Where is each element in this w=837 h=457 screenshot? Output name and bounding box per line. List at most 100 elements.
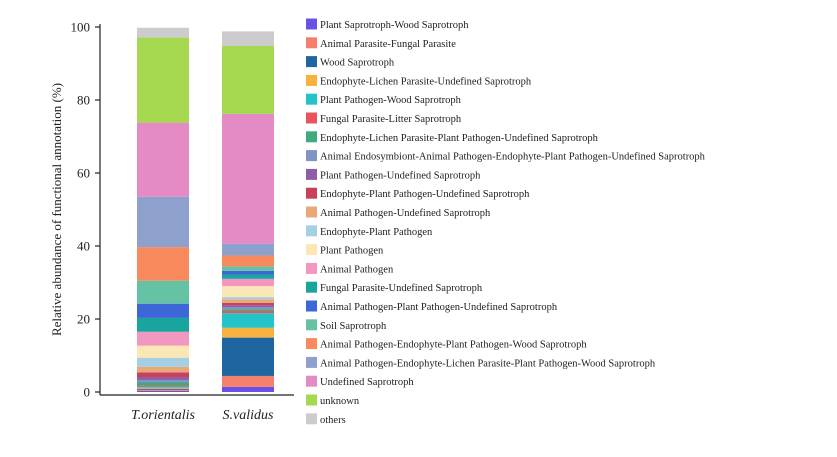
bar-segment [222, 299, 274, 303]
bar-segment [222, 302, 274, 306]
legend-label: Fungal Parasite-Litter Saprotroph [320, 114, 462, 125]
legend-swatch [306, 56, 317, 68]
bar-segment [137, 37, 189, 123]
legend-swatch [306, 168, 317, 180]
bar-segment [137, 331, 189, 346]
legend: Plant Saprotroph-Wood Saprotroph Animal P… [306, 18, 706, 426]
bar-segment [222, 31, 274, 46]
bar-segment [137, 377, 189, 380]
legend-swatch [306, 281, 317, 293]
bar-segment [222, 309, 274, 311]
legend-swatch [306, 150, 317, 162]
bar-segment [137, 196, 189, 248]
legend-swatch [306, 225, 317, 237]
legend-label: Plant Saprotroph-Wood Saprotroph [320, 20, 469, 31]
y-ticks-group: 0 20 40 60 80 100 [71, 20, 100, 400]
bar-segment [222, 274, 274, 279]
legend-label: Endophyte-Lichen Parasite-Plant Pathogen… [320, 133, 599, 144]
legend-swatch [306, 375, 317, 387]
bar-segment [222, 313, 274, 328]
bar-segment [222, 270, 274, 275]
legend-label: Undefined Saprotroph [320, 377, 414, 388]
legend-swatch [306, 300, 317, 312]
bar-segment [222, 375, 274, 387]
bar-segment [137, 379, 189, 383]
bar-segment [222, 310, 274, 314]
legend-swatch [306, 112, 317, 124]
bar-segment [137, 388, 189, 390]
y-tick-label: 80 [77, 93, 90, 108]
legend-label: Animal Pathogen-Endophyte-Plant Pathogen… [320, 340, 587, 351]
bar-segment [222, 337, 274, 376]
bar-segment [222, 278, 274, 287]
legend-swatch [306, 187, 317, 199]
legend-swatch [306, 74, 317, 86]
bar-segment [222, 386, 274, 392]
bar-segment [137, 386, 189, 388]
bar-segment [222, 243, 274, 256]
bar-segment [137, 389, 189, 391]
legend-label: Fungal Parasite-Undefined Saprotroph [320, 283, 483, 294]
legend-swatch [306, 356, 317, 368]
legend-label: Endophyte-Plant Pathogen-Undefined Sapro… [320, 189, 530, 200]
y-tick-label: 20 [77, 312, 90, 327]
legend-label: Wood Saprotroph [320, 58, 395, 69]
legend-label: Endophyte-Lichen Parasite-Undefined Sapr… [320, 76, 532, 87]
bar-segment [137, 247, 189, 281]
y-tick-label: 100 [71, 20, 91, 35]
y-tick-label: 40 [77, 239, 90, 254]
bar-segment [137, 317, 189, 332]
x-ticks-group: T.orientalis S.validus [131, 408, 274, 423]
legend-label: Soil Saprotroph [320, 321, 387, 332]
bar-segment [222, 297, 274, 300]
bar-segment [137, 390, 189, 392]
legend-swatch [306, 394, 317, 406]
bar-segment [137, 387, 189, 389]
legend-label: Animal Pathogen [320, 264, 394, 275]
bar-segment [222, 45, 274, 114]
legend-label: Animal Parasite-Fungal Parasite [320, 39, 456, 50]
bars-group [137, 27, 274, 392]
legend-swatch [306, 244, 317, 256]
bar-segment [137, 122, 189, 197]
x-tick-label: T.orientalis [131, 408, 195, 423]
legend-label: unknown [320, 396, 360, 407]
legend-label: Animal Pathogen-Plant Pathogen-Undefined… [320, 302, 558, 313]
bar-segment [137, 366, 189, 373]
legend-label: Animal Endosymbiont-Animal Pathogen-Endo… [320, 152, 706, 163]
legend-label: Plant Pathogen [320, 246, 384, 257]
legend-swatch [306, 18, 317, 30]
y-axis-title: Relative abundance of functional annotat… [49, 83, 64, 336]
bar-segment [137, 382, 189, 386]
legend-label: Animal Pathogen-Undefined Saprotroph [320, 208, 491, 219]
legend-swatch [306, 131, 317, 143]
legend-swatch [306, 338, 317, 350]
legend-swatch [306, 262, 317, 274]
legend-label: Animal Pathogen-Endophyte-Lichen Parasit… [320, 358, 656, 369]
y-tick-label: 60 [77, 166, 90, 181]
legend-label: Plant Pathogen-Undefined Saprotroph [320, 170, 481, 181]
bar-segment [137, 280, 189, 304]
bar-segment [222, 255, 274, 267]
bar-segment [222, 327, 274, 338]
bar-segment [137, 303, 189, 318]
legend-swatch [306, 319, 317, 331]
bar-segment [222, 307, 274, 310]
bar-segment [137, 345, 189, 358]
x-tick-label: S.validus [223, 408, 274, 423]
bar-segment [137, 372, 189, 378]
bar-segment [137, 385, 189, 387]
y-tick-label: 0 [84, 385, 91, 400]
legend-label: others [320, 415, 346, 426]
bar-segment [222, 266, 274, 271]
legend-label: Plant Pathogen-Wood Saprotroph [320, 95, 462, 106]
legend-swatch [306, 206, 317, 218]
bar-segment [222, 286, 274, 298]
bar-segment [137, 357, 189, 367]
bar-segment [137, 27, 189, 38]
legend-label: Endophyte-Plant Pathogen [320, 227, 433, 238]
legend-swatch [306, 93, 317, 105]
bar-segment [222, 113, 274, 244]
